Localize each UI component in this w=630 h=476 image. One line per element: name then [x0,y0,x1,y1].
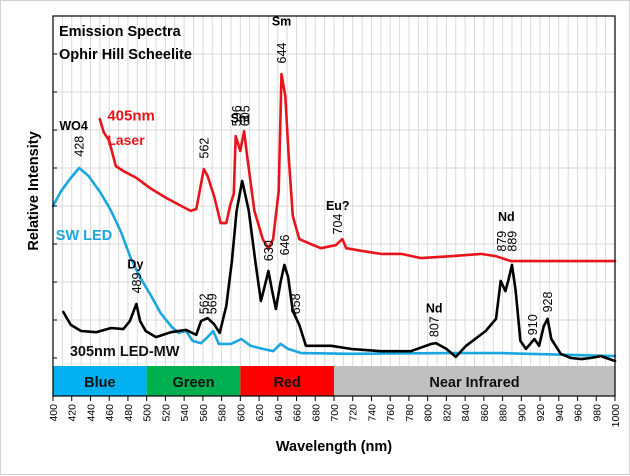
peak-label: 596 [230,105,244,126]
x-tick-label: 1000 [610,404,622,428]
band-label: Near Infrared [429,375,519,391]
x-tick-label: 840 [460,404,472,422]
peak-label: 630 [262,240,276,261]
peak-label: 658 [289,293,303,314]
element-label: WO4 [59,119,88,133]
element-label: Nd [426,301,443,315]
series-line-sw-led [51,166,617,358]
element-label: Nd [498,210,515,224]
element-label: Dy [127,258,143,272]
x-tick-label: 540 [179,404,191,422]
series-label: 305nm LED-MW [70,344,180,360]
x-tick-label: 720 [348,404,360,422]
x-tick-label: 480 [123,404,135,422]
peak-label: 562 [197,138,211,159]
x-tick-label: 940 [554,404,566,422]
x-tick-label: 780 [404,404,416,422]
peak-label: 428 [73,136,87,157]
x-tick-label: 860 [479,404,491,422]
peak-label: 928 [541,291,555,312]
element-label: Sm [231,111,250,125]
band-green [146,366,241,396]
peak-label: 644 [275,43,289,64]
peak-label: 489 [130,272,144,293]
annotations: WO4428Dy489562Sm596605Sm644Eu?7045625696… [59,15,555,338]
x-tick-label: 660 [292,404,304,422]
x-tick-label: 460 [104,404,116,422]
x-tick-label: 800 [423,404,435,422]
x-tick-label: 760 [385,404,397,422]
x-tick-label: 600 [235,404,247,422]
y-ticks [53,15,57,359]
element-label: Sm [272,15,291,29]
series-lines [51,72,617,363]
x-tick-label: 580 [217,404,229,422]
band-label: Blue [84,375,115,391]
peak-label: 562 [197,293,211,314]
x-tick-label: 680 [310,404,322,422]
x-tick-label: 740 [366,404,378,422]
band-blue [53,366,147,396]
x-tick-label: 980 [591,404,603,422]
band-label: Red [273,375,300,391]
x-tick-label: 880 [498,404,510,422]
series-label: 405nm [107,108,155,125]
x-tick-label: 640 [273,404,285,422]
peak-label: 889 [505,231,519,252]
series-line-405nm-laser [98,72,617,263]
x-tick-label: 960 [573,404,585,422]
series-line-305nm-led-mw [62,179,617,363]
band-label: Green [173,375,215,391]
peak-label: 807 [428,316,442,337]
band-red [240,366,334,396]
peak-label: 910 [526,314,540,335]
peak-label: 569 [206,293,220,314]
x-tick-label: 700 [329,404,341,422]
element-label: Eu? [326,199,350,213]
x-tick-label: 900 [516,404,528,422]
grid-lines [53,15,615,366]
x-tick-label: 400 [48,404,60,422]
peak-label: 704 [331,214,345,235]
y-axis-label: Relative Intensity [26,131,42,250]
chart-subtitle: Ophir Hill Scheelite [59,47,192,63]
x-ticks: 400 420 440 460 480 500 520 540 560 580 600 620 640 6… [48,396,622,427]
x-tick-label: 560 [198,404,210,422]
series-label: SW LED [56,228,112,244]
x-tick-label: 520 [160,404,172,422]
peak-label: 879 [495,231,509,252]
x-axis-label: Wavelength (nm) [276,439,392,455]
x-tick-label: 820 [441,404,453,422]
peak-label: 646 [278,234,292,255]
series-label: Laser [107,132,145,148]
series-labels: 405nm Laser SW LED 305nm LED-MW [56,108,180,361]
x-tick-label: 920 [535,404,547,422]
peak-label: 605 [239,105,253,126]
color-bands: Blue Green Red Near Infrared [53,366,615,396]
x-tick-label: 500 [142,404,154,422]
chart-title: Emission Spectra [59,24,182,40]
x-tick-label: 620 [254,404,266,422]
x-tick-label: 420 [67,404,79,422]
band-near-infrared [334,366,615,396]
x-tick-label: 440 [85,404,97,422]
